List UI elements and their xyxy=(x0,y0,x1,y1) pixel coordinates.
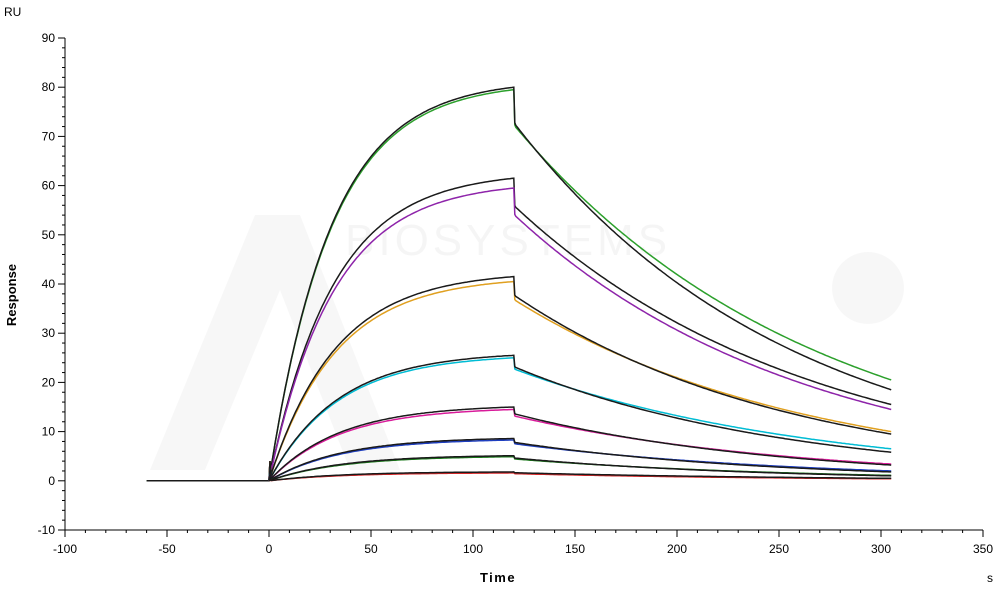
x-tick-label: -50 xyxy=(158,542,176,556)
response-curve-6 xyxy=(268,275,892,481)
response-curve-8 xyxy=(268,354,892,481)
y-tick-label: 20 xyxy=(42,375,56,389)
x-tick-label: 300 xyxy=(871,542,891,556)
response-curve-4 xyxy=(268,187,892,481)
x-tick-label: 350 xyxy=(973,542,993,556)
x-tick-label: 250 xyxy=(769,542,789,556)
y-axis-title: Response xyxy=(4,264,19,326)
response-curve-5 xyxy=(268,280,892,481)
y-tick-label: 10 xyxy=(42,425,56,439)
response-curve-14 xyxy=(268,454,892,482)
y-unit-label: RU xyxy=(4,5,21,19)
y-tick-label: -10 xyxy=(38,523,56,537)
watermark-logo-dot xyxy=(832,252,904,324)
y-tick-label: 70 xyxy=(42,129,56,143)
response-curve-16 xyxy=(268,471,892,482)
watermark: BIOSYSTEMS xyxy=(150,215,904,470)
x-tick-label: 200 xyxy=(667,542,687,556)
x-axis-title: Time xyxy=(480,570,516,585)
response-curve-2 xyxy=(146,86,892,482)
response-curve-10 xyxy=(268,406,892,481)
response-curve-9 xyxy=(268,408,892,481)
x-tick-label: 50 xyxy=(364,542,378,556)
response-curve-1 xyxy=(146,88,892,482)
x-unit-label: s xyxy=(987,571,993,585)
y-tick-label: 0 xyxy=(48,474,55,488)
watermark-text: BIOSYSTEMS xyxy=(345,216,671,265)
response-curve-12 xyxy=(268,437,892,481)
y-tick-label: 50 xyxy=(42,228,56,242)
x-tick-label: 150 xyxy=(565,542,585,556)
x-tick-label: 100 xyxy=(463,542,483,556)
response-curve-3 xyxy=(268,177,892,481)
x-tick-label: -100 xyxy=(53,542,77,556)
y-tick-label: 60 xyxy=(42,179,56,193)
series-layer xyxy=(146,86,892,482)
y-tick-label: 30 xyxy=(42,326,56,340)
x-tick-label: 0 xyxy=(266,542,273,556)
tick-marks xyxy=(58,37,984,537)
y-tick-label: 40 xyxy=(42,277,56,291)
y-tick-label: 90 xyxy=(42,31,56,45)
y-tick-label: 80 xyxy=(42,80,56,94)
